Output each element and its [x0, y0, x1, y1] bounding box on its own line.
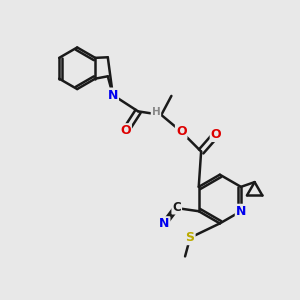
- Text: N: N: [108, 88, 118, 101]
- Text: H: H: [152, 107, 160, 117]
- Text: N: N: [236, 205, 246, 218]
- Text: C: C: [172, 201, 181, 214]
- Text: O: O: [176, 125, 187, 138]
- Text: N: N: [159, 217, 169, 230]
- Text: O: O: [120, 124, 131, 137]
- Text: O: O: [211, 128, 221, 141]
- Text: S: S: [186, 231, 195, 244]
